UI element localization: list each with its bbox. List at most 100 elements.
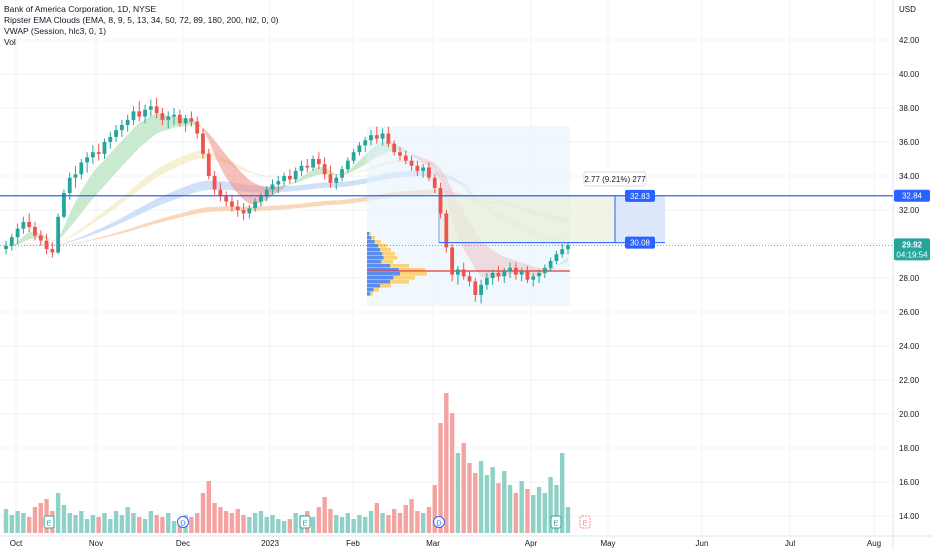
candle xyxy=(328,165,333,188)
volume-bar xyxy=(32,507,38,533)
earnings-marker[interactable]: E xyxy=(299,515,311,529)
ema-cloud-segment xyxy=(353,171,360,174)
current-price-tag-bg xyxy=(894,238,930,261)
ema-cloud-segment xyxy=(23,243,30,246)
candle xyxy=(473,278,478,302)
volume-bar xyxy=(310,517,316,533)
volume-bar xyxy=(548,477,553,533)
ema-cloud-segment xyxy=(243,167,250,173)
volume-bar xyxy=(125,507,130,533)
candle xyxy=(548,257,553,272)
indicator-volume[interactable]: Vol xyxy=(4,37,16,47)
ema-cloud-segment xyxy=(255,172,261,176)
ema-cloud-segment xyxy=(110,220,117,228)
volume-bar xyxy=(113,511,119,533)
profile-bar xyxy=(383,256,397,260)
profile-bar xyxy=(382,252,395,256)
ema-cloud-segment xyxy=(353,160,360,172)
volume-bar xyxy=(281,521,287,533)
candle xyxy=(513,262,518,280)
earnings-marker[interactable]: E xyxy=(43,515,55,529)
ema-cloud-segment xyxy=(278,205,285,210)
profile-bar xyxy=(367,236,372,240)
volume-bar xyxy=(386,515,391,533)
ema-cloud-segment xyxy=(63,241,70,244)
volume-bar xyxy=(363,517,368,533)
candle xyxy=(554,250,559,265)
candle xyxy=(154,97,159,119)
symbol-title[interactable]: Bank of America Corporation, 1D, NYSE xyxy=(4,4,157,14)
price-badges: 2.77 (9.21%) 277 32.83 30.08 32.84 29.9204:1… xyxy=(583,171,930,261)
volume-bar xyxy=(218,507,223,533)
candle xyxy=(21,216,26,234)
ema-cloud-segment xyxy=(289,181,296,185)
candle xyxy=(299,160,304,176)
x-tick-label: Dec xyxy=(176,539,190,548)
volume-bar xyxy=(357,515,362,533)
ema-cloud-segment xyxy=(75,241,82,244)
ema-cloud-segment xyxy=(289,185,296,192)
indicator-ema-clouds[interactable]: Ripster EMA Clouds (EMA, 8, 9, 5, 13, 34… xyxy=(4,15,279,25)
ema-cloud-segment xyxy=(116,140,122,173)
dividend-marker[interactable]: D xyxy=(177,516,189,528)
candle xyxy=(15,223,20,244)
volume-bar xyxy=(276,519,281,533)
ema-cloud-segment xyxy=(220,206,227,212)
ema-cloud-segment xyxy=(272,176,279,178)
x-tick-label: Nov xyxy=(89,539,103,548)
candle xyxy=(519,267,524,282)
ema-cloud-segment xyxy=(168,159,175,172)
ema-cloud-segment xyxy=(197,121,203,130)
ema-cloud-segment xyxy=(324,200,331,206)
ema-cloud-segment xyxy=(301,202,308,208)
ema-cloud-segment xyxy=(87,231,93,237)
ema-cloud-segment xyxy=(17,246,24,247)
ema-cloud-segment xyxy=(336,199,343,205)
profile-bar xyxy=(367,268,399,272)
ema-cloud-segment xyxy=(231,161,238,169)
candle xyxy=(311,155,315,171)
candle xyxy=(484,272,489,290)
volume-bar xyxy=(171,521,177,533)
measure-box[interactable] xyxy=(438,195,616,243)
ema-cloud-segment xyxy=(318,201,325,206)
ema-cloud-segment xyxy=(185,210,192,217)
volume-bar xyxy=(403,505,408,533)
volume-bar xyxy=(374,503,380,533)
earnings-marker[interactable]: E xyxy=(550,515,562,529)
indicator-vwap[interactable]: VWAP (Session, hlc3, 0, 1) xyxy=(4,26,107,36)
candle xyxy=(380,128,385,146)
candle xyxy=(160,108,165,125)
ema-cloud-segment xyxy=(226,154,232,187)
volume-bar xyxy=(189,517,194,533)
measure-from-tag-bg xyxy=(625,236,655,249)
ema-cloud-segment xyxy=(6,245,12,248)
candle xyxy=(119,119,124,137)
candle xyxy=(143,104,147,124)
volume-bar xyxy=(119,515,125,533)
candle xyxy=(392,140,397,156)
ema-cloud-segment xyxy=(162,162,169,175)
profile-bar xyxy=(381,260,393,264)
candle xyxy=(496,266,501,282)
earnings-marker[interactable]: E xyxy=(579,515,591,529)
dividend-marker[interactable]: D xyxy=(433,516,445,528)
candle xyxy=(177,109,182,127)
current-price-tag: 29.92 xyxy=(902,240,923,249)
ema-cloud-segment xyxy=(133,122,140,154)
profile-bar xyxy=(369,232,371,236)
ema-cloud-segment xyxy=(145,201,151,213)
candle xyxy=(33,221,37,241)
ema-cloud-segment xyxy=(330,170,337,176)
ema-cloud-segment xyxy=(214,140,221,168)
volume-bar xyxy=(38,503,43,533)
ema-cloud-segment xyxy=(324,182,331,188)
ema-cloud-segment xyxy=(98,236,105,239)
ema-cloud-segment xyxy=(133,225,140,231)
ema-cloud-segment xyxy=(359,169,366,173)
profile-bar xyxy=(400,272,427,276)
volume-bar xyxy=(108,519,113,533)
ema-cloud-segment xyxy=(266,205,273,211)
candle xyxy=(56,213,61,255)
